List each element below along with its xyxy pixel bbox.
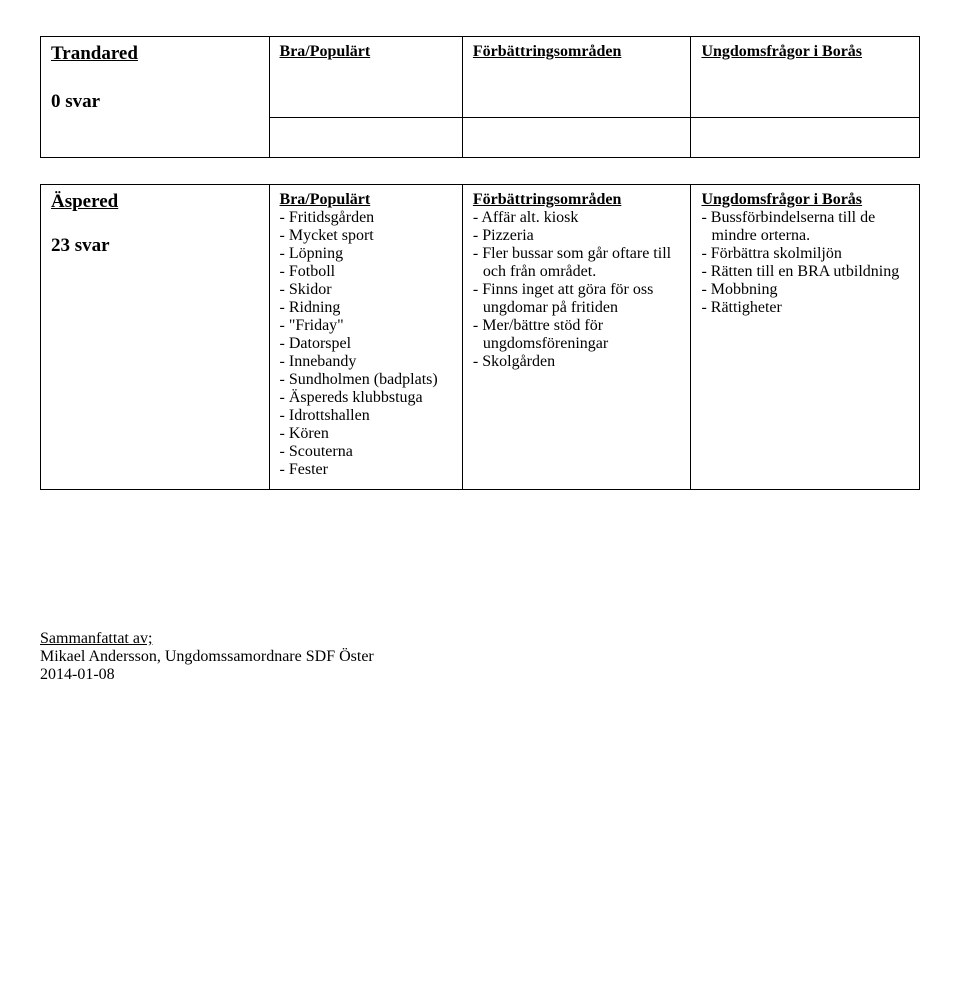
svar-count: 0 svar [51, 91, 259, 113]
table-row: Trandared 0 svar Bra/Populärt Förbättrin… [41, 37, 920, 118]
footer-line2: Mikael Andersson, Ungdomssamordnare SDF … [40, 648, 920, 666]
list-item: - Idrottshallen [280, 407, 452, 425]
list-item: - Löpning [280, 245, 452, 263]
list-item: - Mobbning [701, 281, 909, 299]
list-item: - Fler bussar som går oftare till och fr… [473, 245, 681, 281]
list-item: - Rätten till en BRA utbildning [701, 263, 909, 281]
list-item: - Mycket sport [280, 227, 452, 245]
list-bra-populart: - Fritidsgården- Mycket sport- Löpning- … [280, 209, 452, 479]
list-item: - Bussförbindelserna till de mindre orte… [701, 209, 909, 245]
list-item: - Mer/bättre stöd för ungdomsföreningar [473, 317, 681, 353]
col-header: Ungdomsfrågor i Borås [701, 191, 909, 209]
footer-line1: Sammanfattat av; [40, 630, 920, 648]
list-item: - Äspereds klubbstuga [280, 389, 452, 407]
col-header: Ungdomsfrågor i Borås [701, 43, 862, 60]
list-item: - Fester [280, 461, 452, 479]
list-item: - Affär alt. kiosk [473, 209, 681, 227]
list-item: - "Friday" [280, 317, 452, 335]
list-item: - Fritidsgården [280, 209, 452, 227]
region-name: Trandared [51, 43, 259, 65]
list-ungdomsfragor: - Bussförbindelserna till de mindre orte… [701, 209, 909, 317]
svar-count: 23 svar [51, 235, 259, 257]
footer-line3: 2014-01-08 [40, 666, 920, 684]
col-header: Förbättringsområden [473, 43, 621, 60]
footer: Sammanfattat av; Mikael Andersson, Ungdo… [40, 630, 920, 684]
col-header: Bra/Populärt [280, 43, 371, 60]
list-item: - Scouterna [280, 443, 452, 461]
list-item: - Skolgården [473, 353, 681, 371]
list-item: - Innebandy [280, 353, 452, 371]
table-trandared: Trandared 0 svar Bra/Populärt Förbättrin… [40, 36, 920, 158]
list-item: - Datorspel [280, 335, 452, 353]
table-row: Äspered 23 svar Bra/Populärt - Fritidsgå… [41, 185, 920, 490]
list-item: - Skidor [280, 281, 452, 299]
list-item: - Sundholmen (badplats) [280, 371, 452, 389]
list-item: - Fotboll [280, 263, 452, 281]
list-item: - Ridning [280, 299, 452, 317]
list-item: - Rättigheter [701, 299, 909, 317]
list-item: - Pizzeria [473, 227, 681, 245]
region-name: Äspered [51, 191, 259, 213]
list-item: - Finns inget att göra för oss ungdomar … [473, 281, 681, 317]
table-aspered: Äspered 23 svar Bra/Populärt - Fritidsgå… [40, 184, 920, 490]
col-header: Bra/Populärt [280, 191, 452, 209]
list-item: - Kören [280, 425, 452, 443]
col-header: Förbättringsområden [473, 191, 681, 209]
list-forbattringsomraden: - Affär alt. kiosk- Pizzeria- Fler bussa… [473, 209, 681, 371]
list-item: - Förbättra skolmiljön [701, 245, 909, 263]
